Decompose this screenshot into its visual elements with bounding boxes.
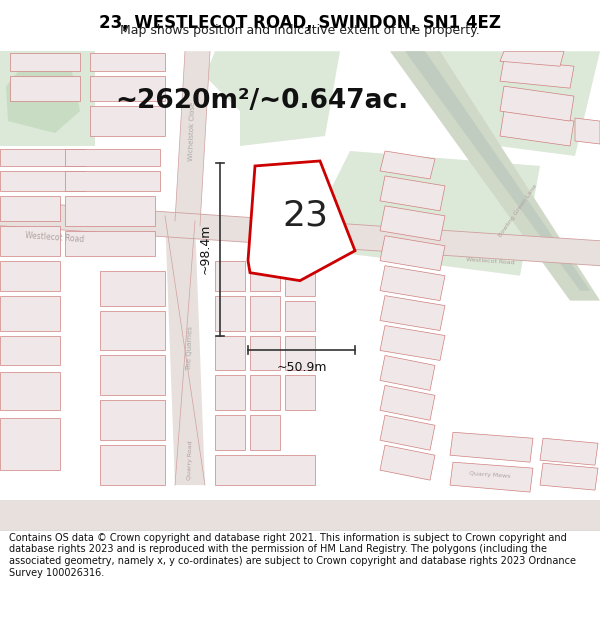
Polygon shape xyxy=(380,356,435,391)
Polygon shape xyxy=(380,151,435,179)
Polygon shape xyxy=(10,53,80,71)
Polygon shape xyxy=(10,76,80,101)
Text: The Quarries: The Quarries xyxy=(186,326,194,371)
Polygon shape xyxy=(380,445,435,480)
Polygon shape xyxy=(215,376,245,410)
Polygon shape xyxy=(575,118,600,144)
Polygon shape xyxy=(165,216,205,485)
Polygon shape xyxy=(248,161,355,281)
Polygon shape xyxy=(100,401,165,440)
Text: Bowling Green Lane: Bowling Green Lane xyxy=(498,184,538,238)
Polygon shape xyxy=(215,455,315,485)
Polygon shape xyxy=(0,149,85,166)
Polygon shape xyxy=(100,445,165,485)
Text: ~98.4m: ~98.4m xyxy=(199,224,212,274)
Polygon shape xyxy=(100,271,165,306)
Text: Westlecot Road: Westlecot Road xyxy=(25,231,85,244)
Polygon shape xyxy=(285,376,315,410)
Polygon shape xyxy=(0,261,60,291)
Text: Wichelstok Close: Wichelstok Close xyxy=(188,101,196,161)
Polygon shape xyxy=(175,51,210,226)
Text: 23, WESTLECOT ROAD, SWINDON, SN1 4EZ: 23, WESTLECOT ROAD, SWINDON, SN1 4EZ xyxy=(99,14,501,32)
Text: Quarry Mews: Quarry Mews xyxy=(469,471,511,479)
Text: 23: 23 xyxy=(282,199,328,233)
Polygon shape xyxy=(320,151,540,276)
Polygon shape xyxy=(0,196,60,221)
Text: Map shows position and indicative extent of the property.: Map shows position and indicative extent… xyxy=(120,24,480,37)
Polygon shape xyxy=(90,76,165,101)
Polygon shape xyxy=(0,372,60,410)
Polygon shape xyxy=(205,51,340,146)
Polygon shape xyxy=(380,326,445,361)
Text: Quarry Road: Quarry Road xyxy=(187,441,193,480)
Polygon shape xyxy=(0,500,600,530)
Polygon shape xyxy=(380,386,435,420)
Text: Contains OS data © Crown copyright and database right 2021. This information is : Contains OS data © Crown copyright and d… xyxy=(9,533,576,578)
Polygon shape xyxy=(250,261,280,291)
Polygon shape xyxy=(215,296,245,331)
Polygon shape xyxy=(540,463,598,490)
Polygon shape xyxy=(215,415,245,450)
Polygon shape xyxy=(450,432,533,462)
Text: Westlecot Road: Westlecot Road xyxy=(466,256,514,265)
Polygon shape xyxy=(380,176,445,211)
Polygon shape xyxy=(0,51,95,146)
Polygon shape xyxy=(100,356,165,396)
Polygon shape xyxy=(100,311,165,351)
Polygon shape xyxy=(380,236,445,271)
Polygon shape xyxy=(0,418,60,470)
Polygon shape xyxy=(380,266,445,301)
Polygon shape xyxy=(285,301,315,331)
Polygon shape xyxy=(250,336,280,371)
Polygon shape xyxy=(65,196,155,226)
Polygon shape xyxy=(250,376,280,410)
Polygon shape xyxy=(65,171,160,191)
Polygon shape xyxy=(250,296,280,331)
Polygon shape xyxy=(0,296,60,331)
Polygon shape xyxy=(250,415,280,450)
Polygon shape xyxy=(500,59,574,88)
Polygon shape xyxy=(0,226,60,256)
Polygon shape xyxy=(450,462,533,492)
Polygon shape xyxy=(285,266,315,296)
Polygon shape xyxy=(500,51,564,66)
Polygon shape xyxy=(380,296,445,331)
Polygon shape xyxy=(90,106,165,136)
Polygon shape xyxy=(540,438,598,465)
Polygon shape xyxy=(215,336,245,371)
Polygon shape xyxy=(65,149,160,166)
Polygon shape xyxy=(405,51,590,291)
Polygon shape xyxy=(215,261,245,291)
Text: Westlecot Road: Westlecot Road xyxy=(280,249,340,262)
Polygon shape xyxy=(500,111,574,146)
Polygon shape xyxy=(0,171,85,191)
Polygon shape xyxy=(500,86,574,121)
Polygon shape xyxy=(65,231,155,256)
Polygon shape xyxy=(435,51,600,156)
Polygon shape xyxy=(285,336,315,371)
Text: ~2620m²/~0.647ac.: ~2620m²/~0.647ac. xyxy=(115,88,408,114)
Polygon shape xyxy=(90,53,165,71)
Polygon shape xyxy=(390,51,600,301)
Polygon shape xyxy=(380,415,435,450)
Polygon shape xyxy=(0,201,600,266)
Text: ~50.9m: ~50.9m xyxy=(276,361,327,374)
Polygon shape xyxy=(380,206,445,241)
Polygon shape xyxy=(0,336,60,366)
Polygon shape xyxy=(6,63,80,133)
